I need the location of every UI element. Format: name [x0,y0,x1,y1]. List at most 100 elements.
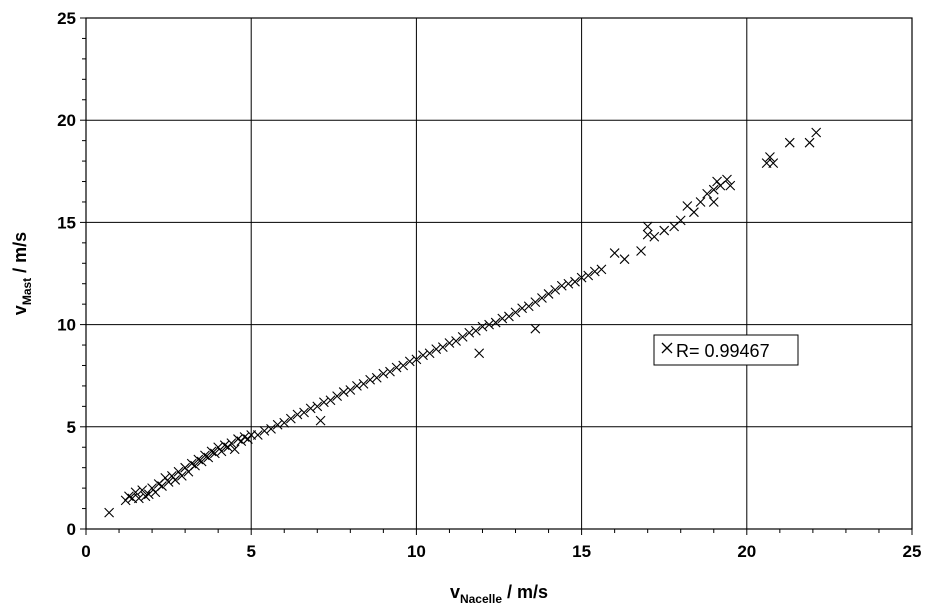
data-point [170,475,181,485]
data-point [570,276,580,287]
data-point [391,362,402,373]
data-point [279,417,290,428]
data-point [431,344,442,355]
y-axis-title-unit: / m/s [10,232,30,278]
data-point [530,323,541,334]
data-point [477,321,488,332]
data-point [543,289,554,299]
data-point [378,368,389,379]
data-point [695,197,706,207]
data-point [424,348,435,359]
data-point [325,395,336,406]
data-point [725,180,736,191]
data-point [497,313,508,324]
data-point [708,184,719,195]
data-point [143,489,154,500]
data-point [157,481,167,491]
data-point [272,419,283,430]
data-point [537,293,547,303]
data-point [130,487,141,498]
data-point [358,378,369,389]
data-point [299,407,309,418]
data-point [550,284,561,295]
data-point [702,188,713,199]
data-point [176,470,187,481]
data-point [619,254,630,265]
data-point [659,225,670,236]
data-point [649,231,660,242]
data-point [642,229,653,240]
data-point [371,372,382,383]
data-point [404,356,415,367]
x-tick-label: 5 [246,542,255,561]
data-point [285,413,296,424]
data-point [332,391,342,402]
data-point [675,215,686,226]
data-point [180,462,191,473]
data-point [120,495,131,506]
data-point [530,297,541,308]
data-point [318,397,329,408]
data-point [352,381,362,391]
data-point [203,452,214,463]
data-point [345,385,356,395]
data-point [239,432,250,442]
data-point [708,197,719,207]
data-point [305,403,316,414]
y-axis-title-subscript: Mast [20,278,34,305]
data-point [765,152,775,162]
data-point [689,207,699,218]
axis-ticks: 0 5 10 15 20 25 0 5 10 15 20 25 [57,9,921,561]
data-point [596,264,607,275]
data-point [213,442,224,453]
data-point [510,307,521,318]
y-tick-label: 0 [67,520,76,539]
data-point [484,319,494,330]
data-point [517,303,528,314]
data-point [104,507,115,518]
data-point [312,401,323,412]
y-tick-label: 25 [57,9,76,28]
data-point [315,415,326,426]
data-point [223,442,233,453]
data-point [563,278,574,289]
data-point [712,176,722,187]
data-point [457,331,468,342]
x-axis-title-unit: / m/s [502,582,548,602]
data-point [385,366,395,377]
data-point [196,456,207,467]
x-tick-label: 20 [737,542,756,561]
data-point [338,387,349,397]
x-tick-label: 15 [572,542,591,561]
legend: R= 0.99467 [653,334,799,366]
legend-marker-stroke [661,342,673,354]
data-point [133,493,144,504]
x-tick-label: 10 [407,542,426,561]
x-axis-title-main: v [450,582,460,602]
x-tick-label: 25 [903,542,922,561]
data-point [163,477,174,487]
plot-area-frame [85,17,913,530]
y-axis-title-main: v [10,305,30,315]
data-point [470,325,481,336]
data-point [437,342,448,352]
data-point [474,348,485,359]
data-point [576,272,587,283]
data-point [504,311,514,322]
x-tick-label: 0 [81,542,90,561]
data-point [266,423,276,434]
y-axis-title: vMast / m/s [10,232,34,315]
data-point [444,338,455,348]
data-point [636,246,646,256]
data-point [768,158,779,169]
grid-lines [86,18,912,529]
data-point [784,137,795,148]
data-point [589,266,600,277]
data-point [190,460,200,471]
data-point [398,360,409,371]
data-point [243,434,253,444]
legend-marker-x-icon [661,342,673,354]
data-point [411,354,422,365]
data-point [556,280,567,291]
